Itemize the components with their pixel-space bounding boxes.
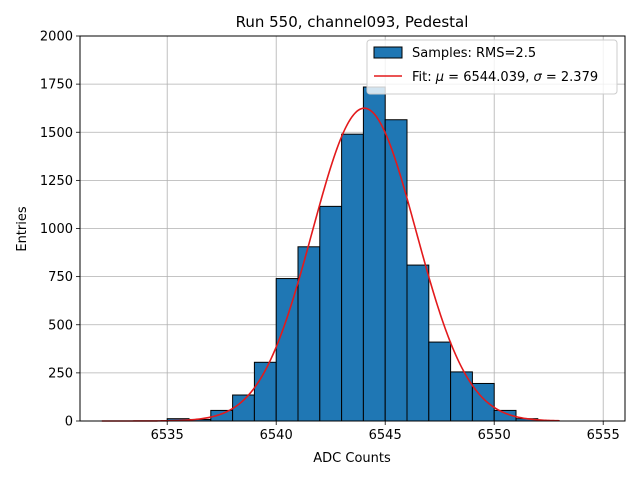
x-tick-label: 6545	[369, 428, 402, 443]
y-tick-label: 1750	[40, 78, 73, 93]
y-tick-label: 1500	[40, 126, 73, 141]
y-tick-label: 2000	[40, 30, 73, 45]
x-tick-label: 6540	[260, 428, 293, 443]
histogram-bar	[275, 278, 299, 422]
histogram-bar	[232, 394, 255, 422]
y-tick-label: 750	[48, 270, 73, 285]
y-tick-label: 250	[48, 366, 73, 381]
legend-histogram-swatch	[373, 46, 403, 59]
histogram-bar	[384, 119, 408, 422]
legend-histogram-label: Samples: RMS=2.5	[412, 46, 536, 61]
x-tick-label: 6550	[478, 428, 511, 443]
y-tick-label: 1250	[40, 174, 73, 189]
x-tick-label: 6535	[151, 428, 184, 443]
histogram-bar	[362, 86, 386, 422]
x-tick-label: 6555	[587, 428, 620, 443]
y-axis-ticks: 0 250 500 750 1000 1250 1500 1750 2000	[40, 30, 80, 430]
histogram-bar	[319, 205, 343, 422]
histogram-bar	[428, 341, 452, 422]
histogram-bar	[406, 264, 430, 422]
y-tick-label: 1000	[40, 222, 73, 237]
y-tick-label: 500	[48, 318, 73, 333]
histogram-bars	[166, 86, 539, 422]
chart-title: Run 550, channel093, Pedestal	[236, 13, 469, 31]
y-tick-label: 0	[65, 415, 73, 430]
x-axis-label: ADC Counts	[313, 451, 391, 466]
legend-fit-label: Fit: μ = 6544.039, σ = 2.379	[412, 70, 598, 85]
legend: Samples: RMS=2.5 Fit: μ = 6544.039, σ = …	[366, 39, 618, 95]
x-axis-ticks: 6535 6540 6545 6550 6555	[151, 421, 620, 443]
y-axis-label: Entries	[15, 206, 30, 252]
histogram-bar	[341, 133, 364, 422]
legend-box	[366, 39, 618, 95]
